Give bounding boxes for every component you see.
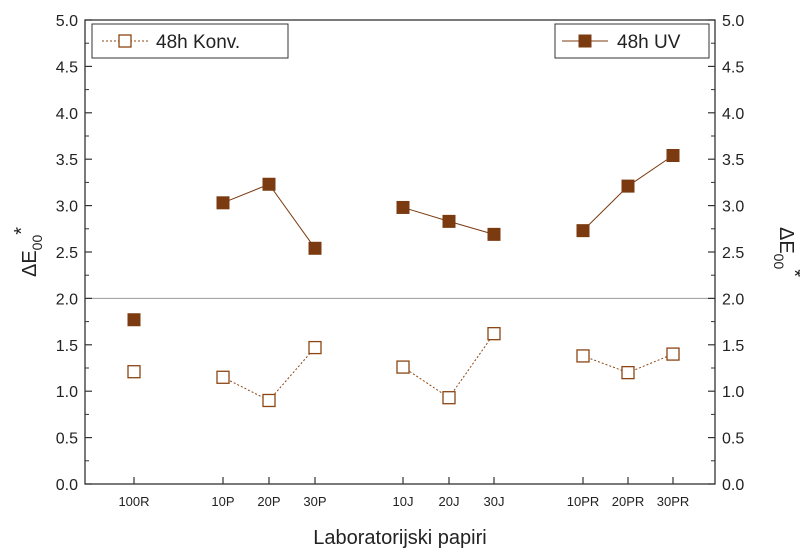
- y-tick-label-left: 4.5: [56, 59, 78, 76]
- y-axis-title-right-sub: 00: [771, 254, 787, 270]
- y-tick-label-left: 0.0: [56, 477, 78, 494]
- y-tick-label-left: 3.0: [56, 199, 78, 216]
- y-axis-title-right-main: ΔE: [775, 227, 797, 254]
- data-point: [308, 340, 322, 355]
- data-point: [396, 360, 410, 374]
- series-line: [222, 183, 316, 249]
- x-tick-label: 20P: [257, 494, 280, 509]
- y-axis-right: 0.0 0.5 1.0 1.5 2.0 2.5 3.0 3.5 4.0 4.5 5.0: [708, 13, 744, 494]
- x-tick-label: 30PR: [657, 494, 690, 509]
- y-tick-label-left: 1.5: [56, 338, 78, 355]
- x-tick-label: 20PR: [612, 494, 645, 509]
- x-axis: 100R 10P 20P 30P 10J 20J 30J 10PR 20PR 30PR: [118, 477, 689, 509]
- x-tick-label: 30P: [303, 494, 326, 509]
- data-point: [216, 370, 230, 384]
- data-point: [666, 148, 680, 162]
- y-tick-label-left: 0.5: [56, 431, 78, 448]
- data-point: [621, 365, 635, 380]
- y-tick-label-left: 5.0: [56, 13, 78, 30]
- y-tick-label-right: 0.0: [722, 477, 744, 494]
- y-axis-left: 0.0 0.5 1.0 1.5 2.0 2.5 3.0 3.5 4.0 4.5 5.0: [56, 13, 92, 494]
- x-tick-label: 10J: [393, 494, 414, 509]
- y-tick-label-left: 2.5: [56, 245, 78, 262]
- legend-left: 48h Konv.: [91, 23, 289, 59]
- y-axis-title-right-sup: *: [783, 269, 800, 277]
- data-point: [576, 224, 590, 238]
- series-line: [582, 155, 674, 232]
- data-point: [487, 327, 501, 341]
- svg-text:ΔE00*: ΔE00*: [771, 227, 800, 277]
- x-axis-title: Laboratorijski papiri: [313, 527, 486, 549]
- x-tick-label: 100R: [118, 494, 149, 509]
- legend-label-konv: 48h Konv.: [156, 32, 240, 53]
- y-axis-title-left-main: ΔE: [19, 250, 41, 277]
- series-konv: [127, 327, 680, 408]
- data-point: [576, 349, 590, 363]
- series-line: [402, 333, 495, 399]
- y-tick-label-right: 1.0: [722, 384, 744, 401]
- y-tick-label-left: 1.0: [56, 384, 78, 401]
- y-tick-label-left: 3.5: [56, 152, 78, 169]
- data-point: [262, 177, 276, 191]
- legend-label-uv: 48h UV: [617, 32, 681, 53]
- y-tick-label-right: 0.5: [722, 431, 744, 448]
- data-point: [666, 347, 680, 361]
- data-point: [308, 241, 322, 255]
- x-tick-label: 30J: [484, 494, 505, 509]
- svg-text:ΔE00*: ΔE00*: [11, 227, 45, 277]
- y-tick-label-right: 3.5: [722, 152, 744, 169]
- y-tick-label-right: 2.0: [722, 291, 744, 308]
- y-tick-label-left: 4.0: [56, 106, 78, 123]
- y-tick-label-right: 1.5: [722, 338, 744, 355]
- data-point: [127, 365, 141, 379]
- series-uv: [127, 148, 680, 327]
- y-axis-title-left-sub: 00: [29, 235, 45, 251]
- y-tick-label-right: 5.0: [722, 13, 744, 30]
- x-tick-label: 10P: [211, 494, 234, 509]
- y-tick-label-right: 2.5: [722, 245, 744, 262]
- y-axis-title-left: ΔE00*: [11, 227, 45, 277]
- x-tick-label: 20J: [439, 494, 460, 509]
- y-tick-label-right: 4.0: [722, 106, 744, 123]
- y-tick-label-right: 4.5: [722, 59, 744, 76]
- data-point: [621, 179, 635, 193]
- legend-marker-konv: [118, 34, 132, 48]
- y-axis-title-left-sup: *: [11, 227, 33, 235]
- data-point: [127, 313, 141, 327]
- series-line: [222, 347, 316, 402]
- x-tick-label: 10PR: [567, 494, 600, 509]
- y-tick-label-left: 2.0: [56, 291, 78, 308]
- data-point: [396, 200, 410, 214]
- plot-frame: [84, 19, 716, 485]
- y-axis-title-right: ΔE00*: [771, 227, 800, 277]
- data-point: [487, 227, 501, 241]
- data-point: [262, 393, 276, 408]
- y-tick-label-right: 3.0: [722, 199, 744, 216]
- data-point: [216, 196, 230, 210]
- data-point: [442, 214, 456, 228]
- series-layer: [127, 148, 680, 408]
- legend-marker-uv: [578, 34, 592, 48]
- legend-right: 48h UV: [554, 23, 710, 59]
- data-point: [442, 391, 456, 405]
